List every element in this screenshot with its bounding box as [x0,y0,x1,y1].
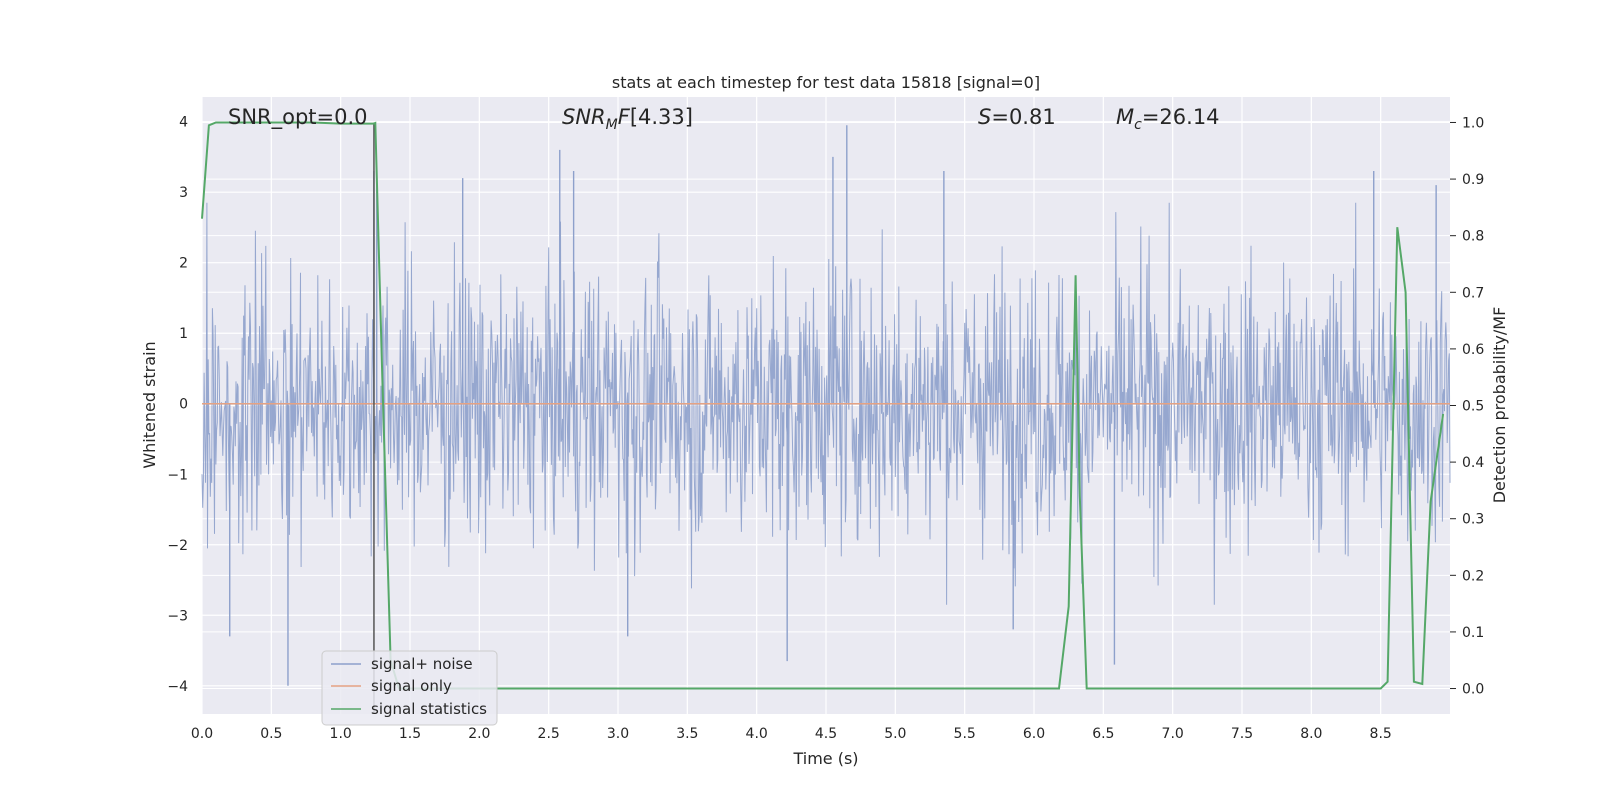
y-axis-label: Whitened strain [140,341,159,468]
annotation-snr-mf-value: [4.33] [630,105,693,129]
chart-title: stats at each timestep for test data 158… [612,73,1040,92]
x-tick-label: 3.5 [676,726,698,742]
y-tick-label: 3 [179,185,188,201]
x-tick-label: 4.0 [746,726,768,742]
y2-tick-label: 0.5 [1462,399,1484,415]
y2-tick-label: 0.2 [1462,568,1484,584]
y-tick-label: −3 [167,608,188,624]
y2-ticks: 1.0 0.9 0.8 0.7 0.6 0.5 0.4 0.3 0.2 0.1 0.0 [1450,115,1484,698]
y2-tick-label: 0.4 [1462,455,1484,471]
y-tick-label: 2 [179,256,188,272]
y2-tick-label: 0.0 [1462,682,1484,698]
y2-tick-label: 0.7 [1462,285,1484,301]
y-tick-label: 1 [179,326,188,342]
y2-tick-label: 0.6 [1462,342,1484,358]
legend-label-signal-statistics: signal statistics [371,700,487,718]
x-tick-label: 7.5 [1231,726,1253,742]
x-ticks: 0.0 0.5 1.0 1.5 2.0 2.5 3.0 3.5 4.0 4.5 5.0 5.5 6.0 6… [191,726,1392,742]
annotation-mc: Mc=26.14 [1116,105,1220,133]
x-tick-label: 2.5 [538,726,560,742]
annotation-snr-mf: SNRMF[4.33] [562,105,693,133]
y-tick-label: 4 [179,115,188,131]
annotation-s-value: =0.81 [991,105,1055,129]
x-tick-label: 8.5 [1370,726,1392,742]
annotation-s: S=0.81 [978,105,1056,129]
y-tick-label: 0 [179,397,188,413]
y2-tick-label: 1.0 [1462,115,1484,131]
series-signal-statistics [201,121,1445,690]
legend-label-signal-only: signal only [371,677,452,695]
x-tick-label: 6.5 [1092,726,1114,742]
x-tick-label: 6.0 [1023,726,1045,742]
x-tick-label: 0.5 [260,726,282,742]
y-tick-label: −2 [167,538,188,554]
annotation-mc-value: =26.14 [1142,105,1220,129]
y2-tick-label: 0.8 [1462,229,1484,245]
x-tick-label: 2.0 [468,726,490,742]
series-signal-noise-path [201,202,1451,605]
legend: signal+ noise signal only signal statist… [321,650,498,726]
legend-box [321,650,498,726]
x-tick-label: 8.0 [1300,726,1322,742]
y2-tick-label: 0.1 [1462,625,1484,641]
x-axis-label: Time (s) [792,749,858,768]
y-tick-label: −1 [167,467,188,483]
x-tick-label: 3.0 [607,726,629,742]
y-tick-label: −4 [167,679,188,695]
series-signal-noise [201,125,1451,686]
y2-tick-label: 0.9 [1462,172,1484,188]
y-ticks: 4 3 2 1 0 −1 −2 −3 −4 [167,115,188,695]
x-tick-label: 0.0 [191,726,213,742]
annotation-snr-opt: SNR_opt=0.0 [228,105,368,130]
x-tick-label: 7.0 [1162,726,1184,742]
x-tick-label: 1.5 [399,726,421,742]
x-tick-label: 4.5 [815,726,837,742]
y2-axis-label: Detection probability/MF [1490,307,1509,504]
x-tick-label: 5.0 [884,726,906,742]
x-tick-label: 1.0 [330,726,352,742]
y2-tick-label: 0.3 [1462,512,1484,528]
legend-label-signal-noise: signal+ noise [371,655,473,673]
x-tick-label: 5.5 [954,726,976,742]
